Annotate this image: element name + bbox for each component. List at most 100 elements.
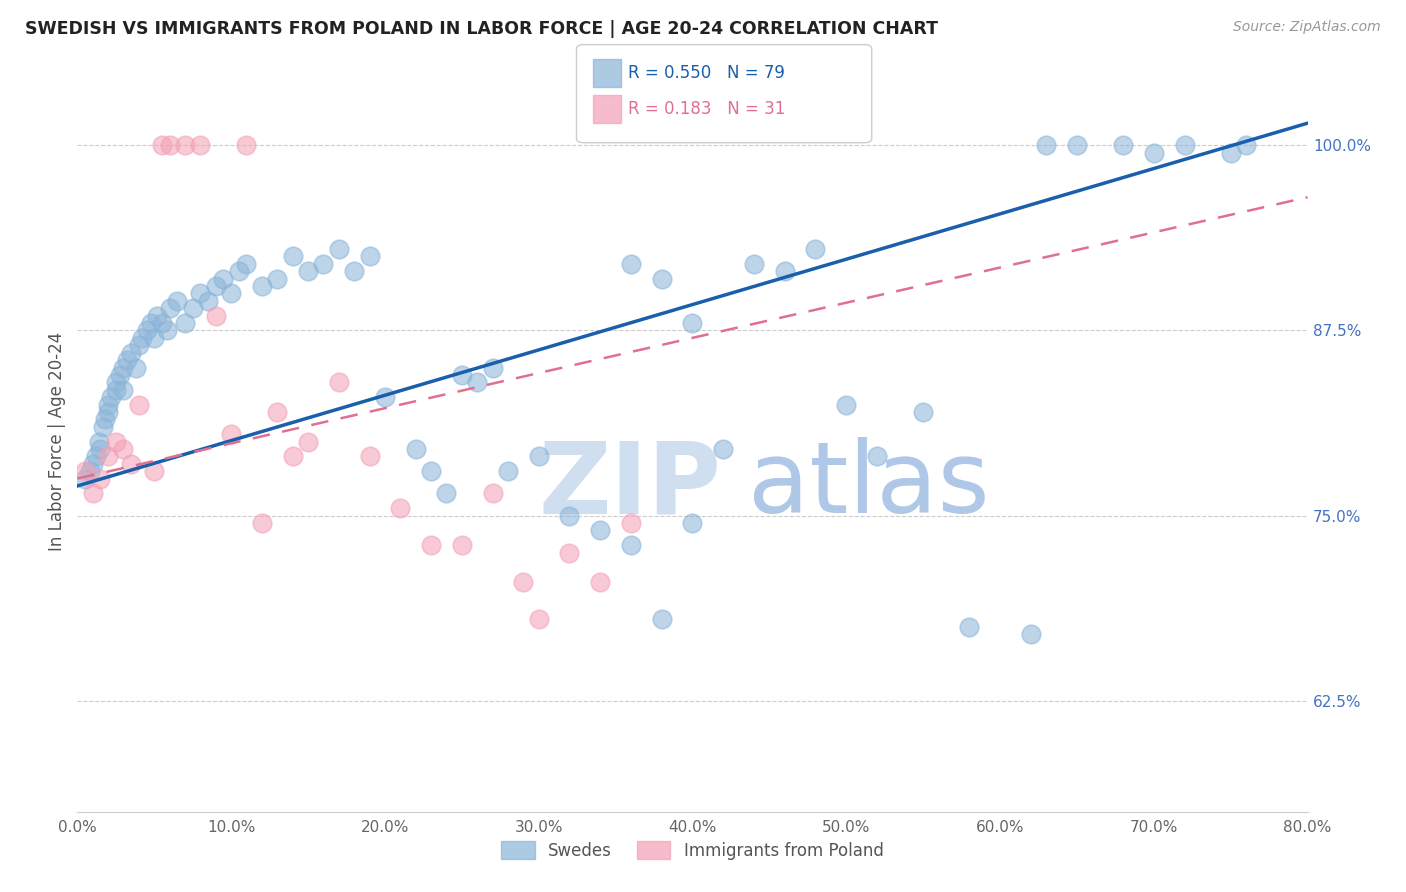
Point <box>87 434 110 449</box>
Point <box>281 450 304 464</box>
Point <box>125 360 148 375</box>
Point <box>450 368 472 382</box>
Text: R = 0.183   N = 31: R = 0.183 N = 31 <box>628 100 786 118</box>
Point <box>150 316 173 330</box>
Point <box>773 264 796 278</box>
Point <box>112 442 135 456</box>
Point <box>527 450 550 464</box>
Point <box>359 450 381 464</box>
Point <box>131 331 153 345</box>
Point <box>328 376 350 390</box>
Point <box>104 434 127 449</box>
Point <box>112 383 135 397</box>
Point <box>620 516 643 530</box>
Point <box>558 546 581 560</box>
Point <box>866 450 889 464</box>
Point <box>204 279 226 293</box>
Point <box>389 501 412 516</box>
Point <box>835 398 858 412</box>
Point <box>527 612 550 626</box>
Point <box>93 419 115 434</box>
Point <box>128 338 150 352</box>
Point <box>343 264 366 278</box>
Point <box>84 450 107 464</box>
Point <box>957 620 980 634</box>
Point <box>181 301 204 316</box>
Point <box>120 457 142 471</box>
Point <box>212 271 235 285</box>
Point <box>558 508 581 523</box>
Point <box>436 486 458 500</box>
Point <box>97 398 120 412</box>
Point <box>146 309 169 323</box>
Point <box>120 345 142 359</box>
Point <box>742 257 765 271</box>
Point <box>359 250 381 264</box>
Point <box>188 286 212 301</box>
Point <box>1234 138 1257 153</box>
Point <box>228 264 250 278</box>
Point <box>405 442 427 456</box>
Point <box>1143 145 1166 160</box>
Point <box>112 360 135 375</box>
Point <box>328 242 350 256</box>
Point <box>73 472 96 486</box>
Point <box>512 575 534 590</box>
Point <box>219 286 242 301</box>
Point <box>150 138 173 153</box>
Point <box>1035 138 1057 153</box>
Point <box>197 293 219 308</box>
Point <box>159 138 181 153</box>
Point <box>420 464 443 478</box>
Point <box>104 376 127 390</box>
Point <box>166 293 188 308</box>
Point <box>143 464 166 478</box>
Point <box>100 390 122 404</box>
Point <box>97 450 120 464</box>
Point <box>496 464 519 478</box>
Point <box>1112 138 1135 153</box>
Point <box>281 250 304 264</box>
Point <box>141 316 163 330</box>
Point <box>1219 145 1241 160</box>
Point <box>589 575 612 590</box>
Point <box>374 390 396 404</box>
Point <box>297 434 319 449</box>
Point <box>115 353 138 368</box>
Text: R = 0.550   N = 79: R = 0.550 N = 79 <box>628 64 786 82</box>
Point <box>297 264 319 278</box>
Point <box>159 301 181 316</box>
Text: ZIP: ZIP <box>538 437 721 534</box>
Point <box>250 516 273 530</box>
Point <box>804 242 827 256</box>
Point <box>82 486 104 500</box>
Point <box>266 271 288 285</box>
Point <box>682 516 704 530</box>
Point <box>266 405 288 419</box>
Text: SWEDISH VS IMMIGRANTS FROM POLAND IN LABOR FORCE | AGE 20-24 CORRELATION CHART: SWEDISH VS IMMIGRANTS FROM POLAND IN LAB… <box>25 20 938 37</box>
Point <box>235 257 257 271</box>
Point <box>143 331 166 345</box>
Point <box>651 612 673 626</box>
Point <box>312 257 335 271</box>
Point <box>682 316 704 330</box>
Point <box>481 360 503 375</box>
Point <box>711 442 734 456</box>
Point <box>135 324 157 338</box>
Text: Source: ZipAtlas.com: Source: ZipAtlas.com <box>1233 20 1381 34</box>
Point <box>420 538 443 552</box>
Point <box>204 309 226 323</box>
Point <box>97 405 120 419</box>
Point <box>465 376 488 390</box>
Point <box>188 138 212 153</box>
Point <box>1019 627 1042 641</box>
Point <box>219 427 242 442</box>
Point <box>1174 138 1197 153</box>
Point <box>620 257 643 271</box>
Point <box>250 279 273 293</box>
Point <box>1066 138 1088 153</box>
Point <box>235 138 257 153</box>
Point <box>589 524 612 538</box>
Point <box>174 316 197 330</box>
Point <box>89 472 111 486</box>
